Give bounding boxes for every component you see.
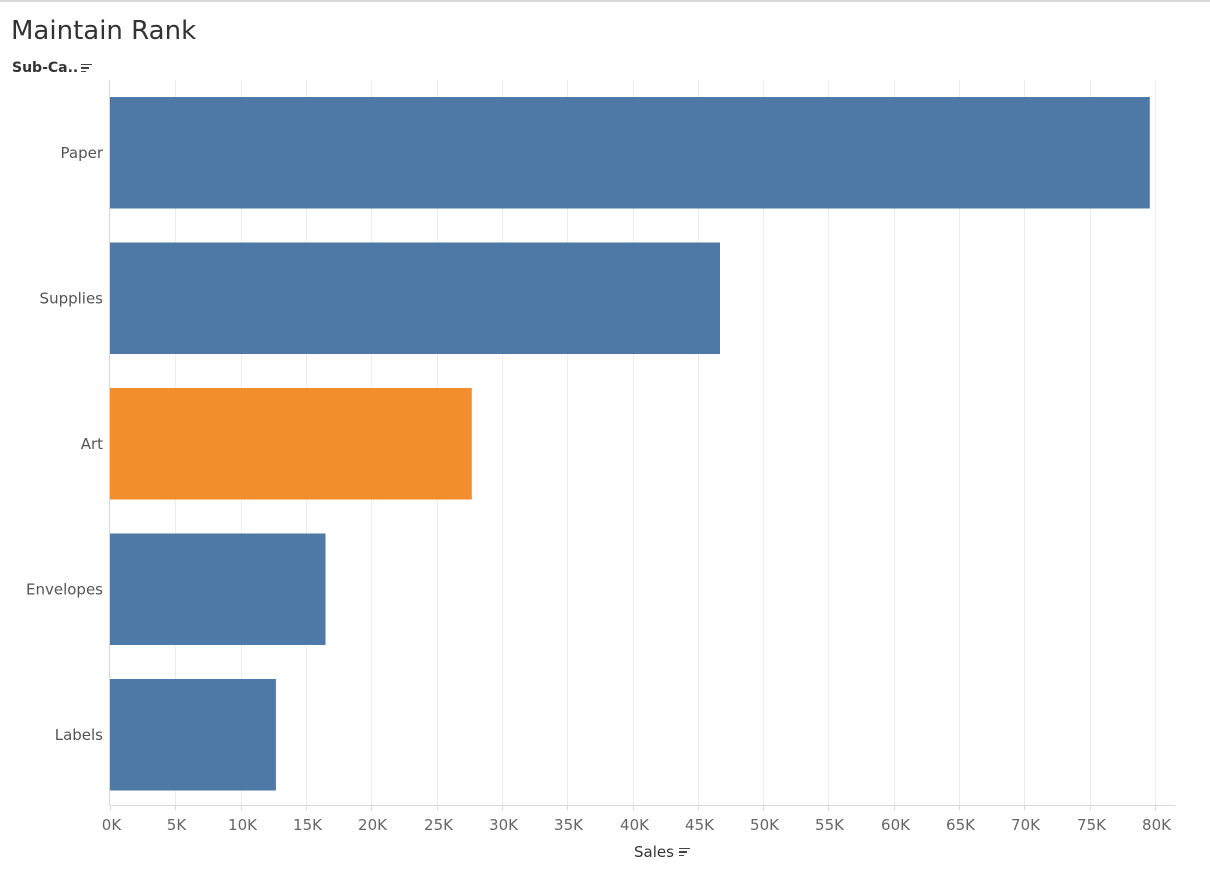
- category-labels: Paper Supplies Art Envelopes Labels: [26, 144, 104, 744]
- sales-axis-title-label: Sales: [634, 843, 674, 861]
- x-tick-label: 50K: [750, 816, 780, 834]
- x-tick-label: 25K: [424, 816, 454, 834]
- bars: [110, 97, 1150, 791]
- x-tick-label: 65K: [946, 816, 976, 834]
- chart-title: Maintain Rank: [11, 16, 197, 46]
- sort-icon[interactable]: [678, 846, 690, 858]
- category-label-envelopes: Envelopes: [26, 580, 103, 598]
- category-label-paper: Paper: [61, 144, 104, 162]
- category-label-supplies: Supplies: [40, 289, 104, 307]
- x-tick-label: 55K: [815, 816, 845, 834]
- x-tick-label: 75K: [1077, 816, 1107, 834]
- bar-labels[interactable]: [110, 679, 276, 791]
- x-tick-label: 30K: [489, 816, 519, 834]
- sales-axis-title[interactable]: Sales: [634, 843, 690, 861]
- bar-envelopes[interactable]: [110, 533, 326, 646]
- category-label-art: Art: [81, 435, 103, 453]
- x-tick-label: 5K: [167, 816, 188, 834]
- x-tick-label: 20K: [358, 816, 388, 834]
- x-tick-label: 80K: [1142, 816, 1172, 834]
- category-label-labels: Labels: [55, 726, 103, 744]
- sub-category-header[interactable]: Sub-Ca..: [12, 60, 93, 76]
- sub-category-header-label: Sub-Ca..: [12, 60, 79, 76]
- x-tick-labels: 0K 5K 10K 15K 20K 25K 30K 35K 40K 45K 50K 55K 60K 65K…: [102, 816, 1172, 834]
- x-tick-label: 15K: [293, 816, 323, 834]
- top-rule: [0, 0, 1210, 2]
- sort-descending-icon[interactable]: [81, 62, 93, 74]
- x-tick-label: 70K: [1011, 816, 1041, 834]
- x-tick-label: 40K: [620, 816, 650, 834]
- bar-art[interactable]: [110, 388, 472, 500]
- x-tick-label: 60K: [881, 816, 911, 834]
- x-tick-label: 45K: [685, 816, 715, 834]
- x-axis: [109, 80, 1175, 810]
- x-tick-label: 35K: [554, 816, 584, 834]
- x-tick-label: 10K: [228, 816, 258, 834]
- bar-paper[interactable]: [110, 97, 1150, 209]
- bar-supplies[interactable]: [110, 242, 720, 355]
- x-tick-label: 0K: [102, 816, 123, 834]
